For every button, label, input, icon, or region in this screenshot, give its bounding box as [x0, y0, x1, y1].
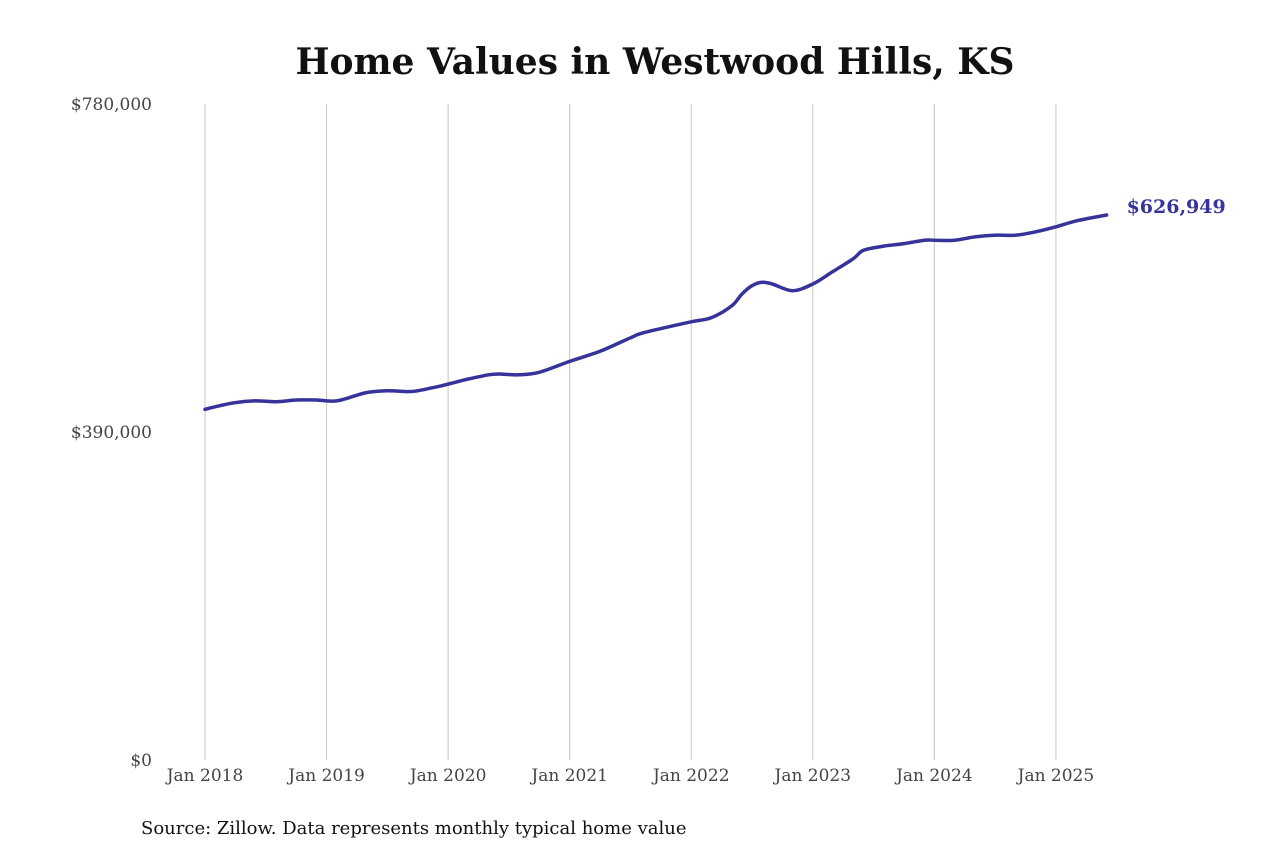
x-tick-label: Jan 2024	[894, 766, 973, 786]
gridlines	[204, 104, 1057, 760]
x-axis-ticks: Jan 2018 Jan 2019 Jan 2020 Jan 2021 Jan 2022…	[165, 766, 1094, 786]
y-tick-label: $390,000	[71, 423, 152, 443]
y-tick-label: $0	[130, 751, 152, 771]
series-line-home-value	[203, 213, 1109, 412]
y-axis-ticks: $0 $390,000 $780,000	[71, 95, 152, 771]
x-tick-label: Jan 2021	[529, 766, 608, 786]
x-tick-label: Jan 2023	[773, 766, 852, 786]
x-tick-label: Jan 2018	[165, 766, 244, 786]
source-note: Source: Zillow. Data represents monthly …	[141, 818, 687, 839]
x-tick-label: Jan 2019	[286, 766, 365, 786]
x-tick-label: Jan 2025	[1016, 766, 1095, 786]
x-tick-label: Jan 2022	[651, 766, 730, 786]
y-tick-label: $780,000	[71, 95, 152, 115]
x-tick-label: Jan 2020	[408, 766, 487, 786]
end-value-label: $626,949	[1127, 196, 1226, 218]
chart-title: Home Values in Westwood Hills, KS	[295, 41, 1014, 83]
